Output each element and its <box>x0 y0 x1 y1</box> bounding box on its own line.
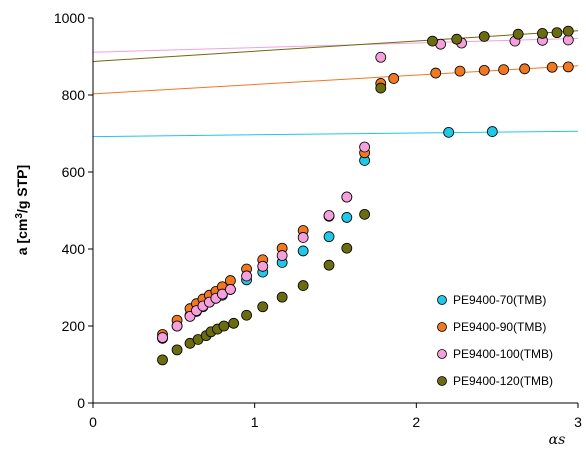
data-point-series-2 <box>257 260 269 272</box>
data-point-series-0 <box>486 126 498 137</box>
axes <box>92 18 578 404</box>
y-tick-label: 600 <box>62 164 86 180</box>
x-tick-label: 1 <box>251 414 259 430</box>
data-point-series-3 <box>218 320 230 332</box>
data-point-series-3 <box>228 317 240 329</box>
data-point-series-3 <box>537 28 548 39</box>
data-point-series-3 <box>551 27 563 39</box>
y-axis-title-prefix: a [cm <box>14 219 30 256</box>
y-tick-label: 0 <box>77 395 85 411</box>
y-tick-label: 400 <box>62 241 86 257</box>
y-axis-title-suffix: /g STP] <box>14 165 30 213</box>
data-point-series-2 <box>297 232 309 243</box>
data-point-series-3 <box>478 31 490 42</box>
data-point-series-0 <box>443 126 455 138</box>
data-point-series-1 <box>388 73 400 84</box>
fit-line-series-3 <box>93 30 578 63</box>
data-point-series-3 <box>451 33 463 45</box>
data-point-series-1 <box>562 61 574 73</box>
data-point-series-3 <box>157 354 168 366</box>
data-point-series-3 <box>512 28 524 40</box>
x-tick-label: 3 <box>574 414 582 430</box>
data-point-series-2 <box>276 250 288 261</box>
legend-marker <box>437 349 447 359</box>
data-point-series-0 <box>323 231 335 243</box>
legend: PE9400-70(TMB) PE9400-90(TMB) PE9400-100(T… <box>437 293 553 388</box>
y-axis-title-sup: 3 <box>14 213 25 219</box>
data-point-series-3 <box>341 242 353 254</box>
x-axis-title: αs <box>549 432 566 448</box>
data-point-series-3 <box>241 309 252 321</box>
data-point-series-0 <box>341 212 353 223</box>
data-point-series-3 <box>323 259 335 271</box>
y-tick-label: 800 <box>62 87 86 103</box>
data-point-series-1 <box>430 67 442 79</box>
legend-label: PE9400-90(TMB) <box>453 320 546 334</box>
data-point-series-3 <box>276 291 288 303</box>
data-point-series-3 <box>427 35 438 47</box>
data-point-series-3 <box>171 344 183 356</box>
data-point-series-2 <box>216 288 228 300</box>
y-tick-label: 200 <box>62 318 86 334</box>
data-point-series-1 <box>498 64 510 75</box>
data-point-series-2 <box>225 284 236 295</box>
legend-marker <box>437 322 447 332</box>
x-tick-label: 0 <box>89 414 97 430</box>
data-points <box>157 25 574 366</box>
fit-line-series-2 <box>93 37 578 53</box>
data-point-series-3 <box>359 208 371 220</box>
data-point-series-2 <box>241 270 252 282</box>
data-point-series-2 <box>323 210 335 221</box>
data-point-series-2 <box>157 332 168 343</box>
data-point-series-3 <box>562 25 574 37</box>
data-point-series-1 <box>546 61 558 73</box>
legend-label: PE9400-120(TMB) <box>453 374 553 388</box>
data-point-series-2 <box>359 141 371 153</box>
data-point-series-1 <box>519 63 531 75</box>
legend-label: PE9400-100(TMB) <box>453 347 553 361</box>
y-tick-label: 1000 <box>54 10 85 26</box>
fit-lines <box>93 30 578 138</box>
data-point-series-3 <box>375 82 387 94</box>
data-point-series-2 <box>375 51 387 63</box>
data-point-series-3 <box>257 301 269 313</box>
data-point-series-3 <box>297 280 309 291</box>
x-tick-label: 2 <box>412 414 420 430</box>
legend-marker <box>437 295 447 305</box>
data-point-series-1 <box>478 64 490 76</box>
legend-marker <box>437 376 447 386</box>
legend-label: PE9400-70(TMB) <box>453 293 546 307</box>
data-point-series-2 <box>341 191 353 203</box>
data-point-series-2 <box>171 320 183 332</box>
ticks: 0 200 400 600 800 1000 0 1 2 3 <box>54 10 582 430</box>
data-point-series-0 <box>297 245 309 257</box>
fit-line-series-0 <box>93 130 578 138</box>
data-point-series-1 <box>454 65 466 77</box>
y-axis-title: a [cm3/g STP] <box>14 165 31 255</box>
fit-line-series-1 <box>93 65 578 95</box>
